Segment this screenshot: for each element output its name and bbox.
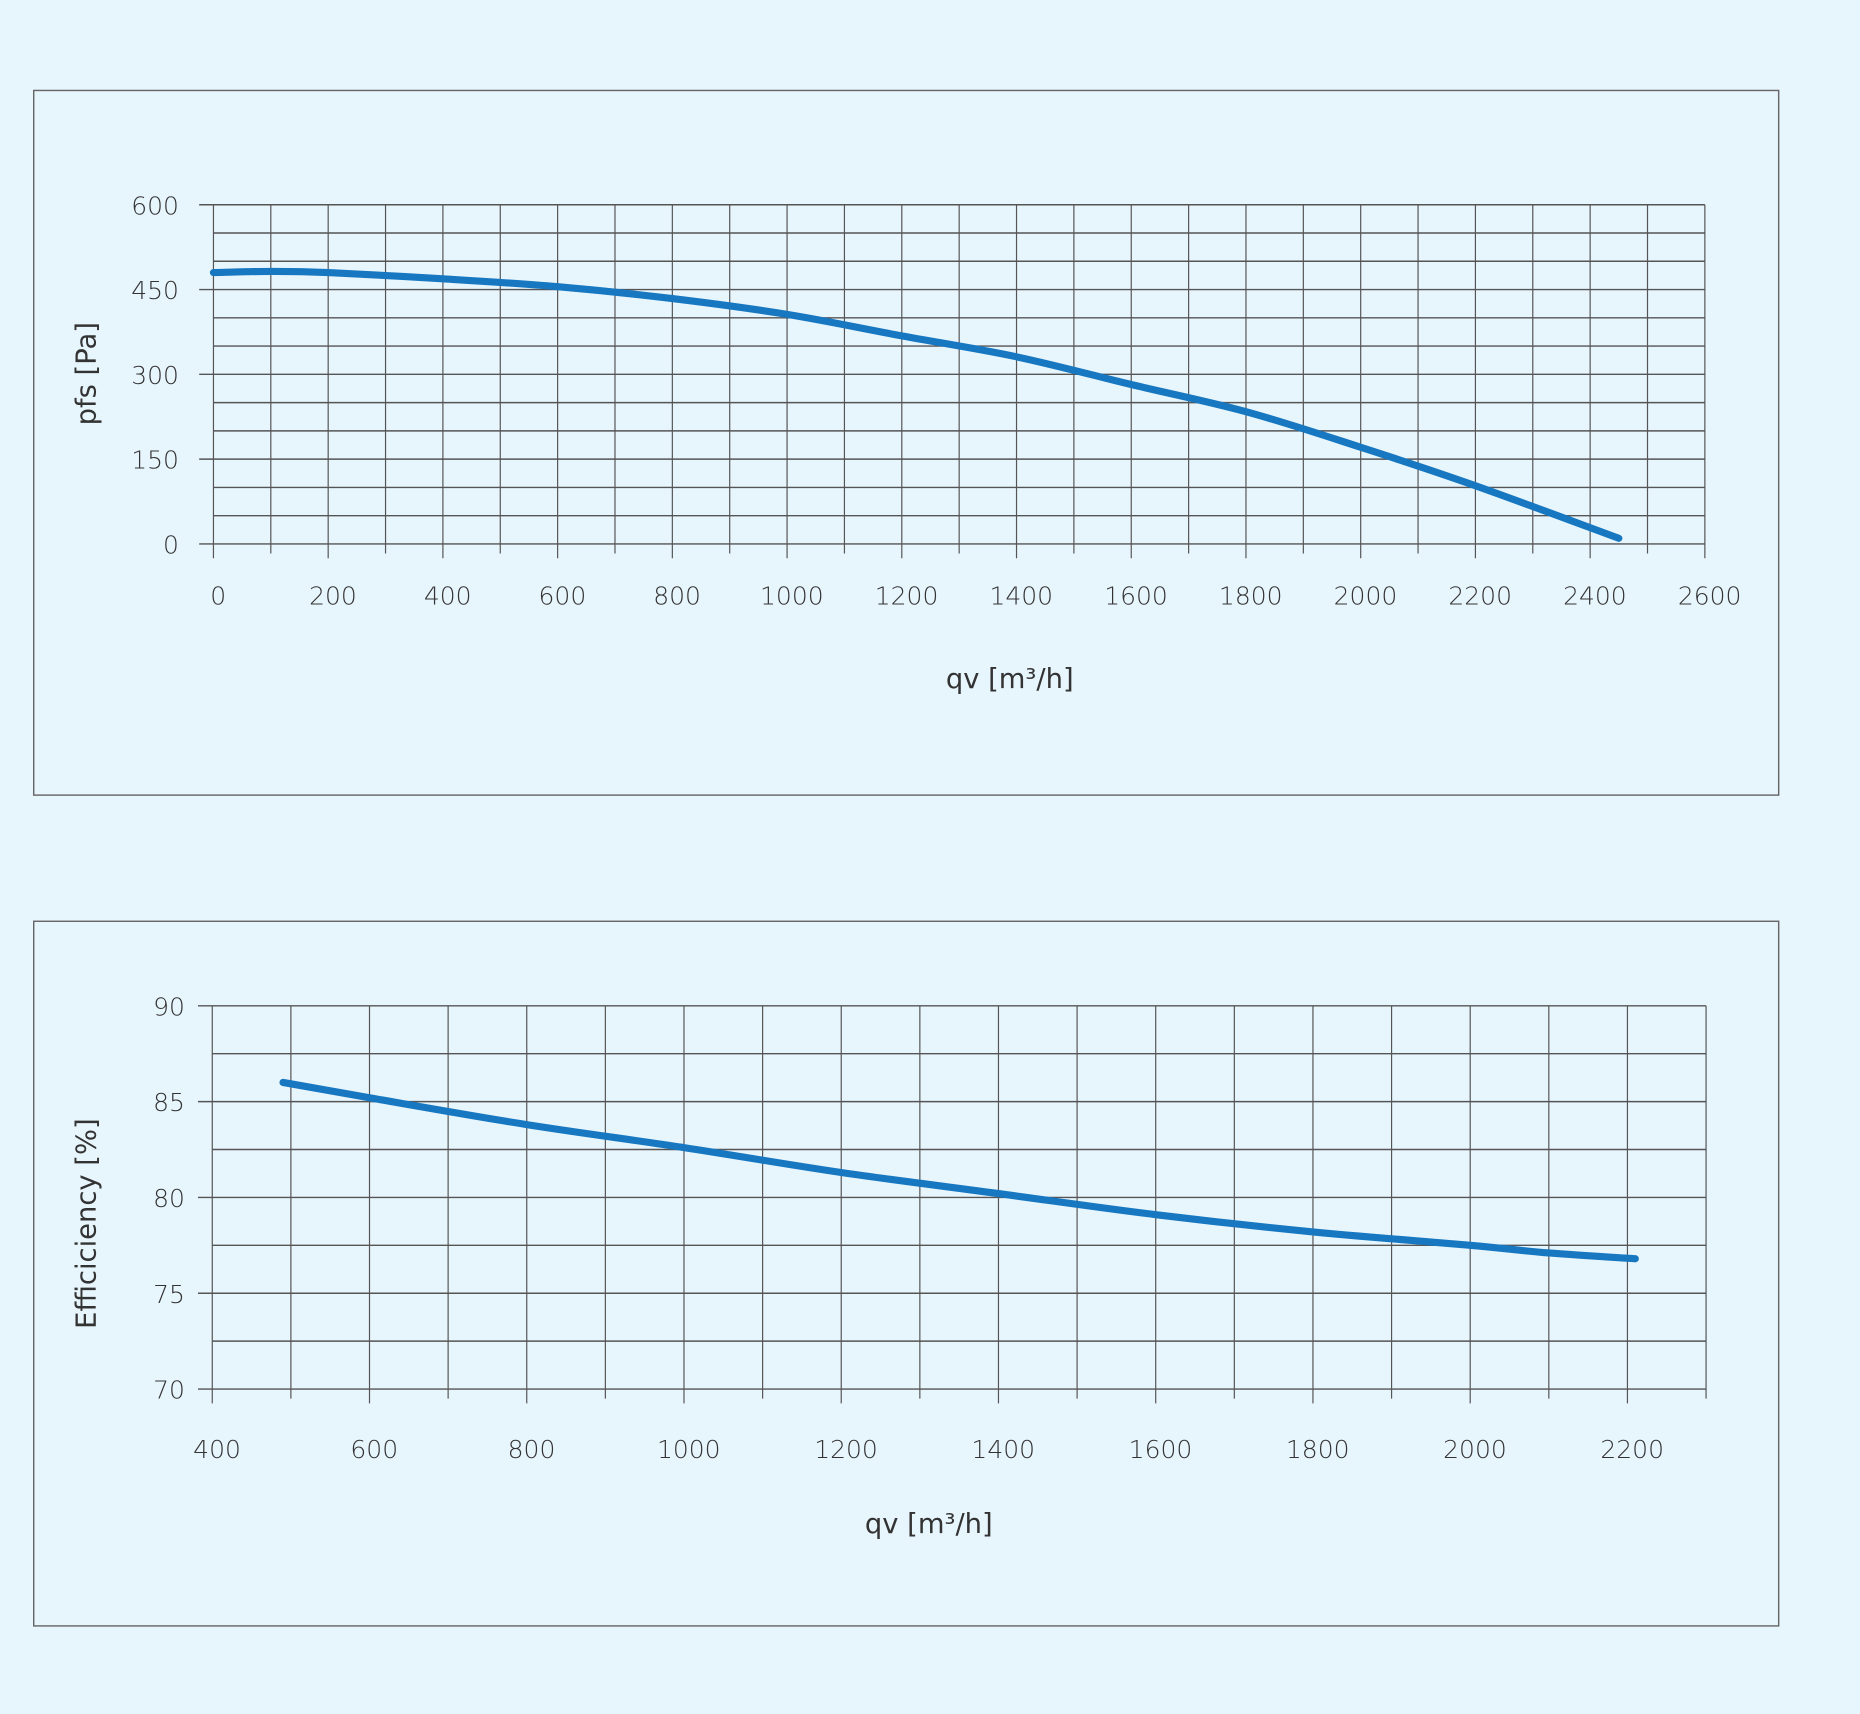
x-tick-label: 2200 bbox=[1448, 582, 1512, 611]
y-tick-label: 80 bbox=[153, 1184, 185, 1213]
x-tick-label: 2000 bbox=[1443, 1435, 1507, 1464]
x-tick-labels: 0 200 400 600 800 1000 1200 1400 1600 1800 2000 220… bbox=[210, 582, 1741, 611]
pressure-curve bbox=[209, 267, 1623, 542]
y-tick-label: 450 bbox=[131, 276, 179, 305]
x-tick-label: 1000 bbox=[760, 582, 824, 611]
x-tick-label: 600 bbox=[539, 582, 587, 611]
y-tick-label: 75 bbox=[153, 1280, 185, 1309]
y-axis-label: pfs [Pa] bbox=[72, 322, 103, 425]
x-tick-label: 800 bbox=[653, 582, 701, 611]
x-tick-label: 1200 bbox=[875, 582, 939, 611]
x-tick-label: 1600 bbox=[1129, 1435, 1193, 1464]
x-tick-label: 200 bbox=[309, 582, 357, 611]
x-tick-label: 2000 bbox=[1334, 582, 1398, 611]
y-tick-label: 0 bbox=[163, 530, 179, 559]
x-tick-label: 1600 bbox=[1104, 582, 1168, 611]
efficiency-chart: 400 600 800 1000 1200 1400 1600 1800 2000 2200 70… bbox=[33, 920, 1780, 1627]
x-tick-label: 2600 bbox=[1678, 582, 1742, 611]
y-tick-label: 90 bbox=[153, 992, 185, 1021]
x-tick-label: 1000 bbox=[657, 1435, 721, 1464]
x-tick-label: 400 bbox=[193, 1435, 241, 1464]
efficiency-curve bbox=[279, 1078, 1639, 1263]
x-tick-label: 600 bbox=[350, 1435, 398, 1464]
chart-frame bbox=[33, 920, 1780, 1627]
y-tick-label: 150 bbox=[131, 446, 179, 475]
x-tick-label: 1400 bbox=[971, 1435, 1035, 1464]
y-tick-label: 85 bbox=[153, 1088, 185, 1117]
y-tick-labels: 70 75 80 85 90 bbox=[153, 992, 185, 1404]
x-tick-label: 2200 bbox=[1600, 1435, 1664, 1464]
x-axis-label: qv [m³/h] bbox=[865, 1509, 993, 1540]
x-tick-label: 1200 bbox=[814, 1435, 878, 1464]
y-tick-labels: 0 150 300 450 600 bbox=[131, 191, 179, 559]
chart-frame bbox=[33, 89, 1780, 796]
x-tick-labels: 400 600 800 1000 1200 1400 1600 1800 2000 2200 bbox=[193, 1435, 1664, 1464]
x-tick-label: 800 bbox=[508, 1435, 556, 1464]
x-tick-label: 1800 bbox=[1286, 1435, 1350, 1464]
x-tick-label: 400 bbox=[424, 582, 472, 611]
grid bbox=[197, 1005, 1707, 1404]
y-tick-label: 600 bbox=[131, 191, 179, 220]
y-tick-label: 70 bbox=[153, 1376, 185, 1405]
x-axis-label: qv [m³/h] bbox=[946, 664, 1074, 695]
grid bbox=[199, 204, 1706, 559]
x-tick-label: 0 bbox=[210, 582, 226, 611]
y-axis-label: Efficiciency [%] bbox=[72, 1118, 103, 1328]
pressure-chart: 0 200 400 600 800 1000 1200 1400 1600 1800 2000 220… bbox=[33, 89, 1780, 796]
x-tick-label: 1400 bbox=[989, 582, 1053, 611]
x-tick-label: 2400 bbox=[1563, 582, 1627, 611]
y-tick-label: 300 bbox=[131, 361, 179, 390]
x-tick-label: 1800 bbox=[1219, 582, 1283, 611]
